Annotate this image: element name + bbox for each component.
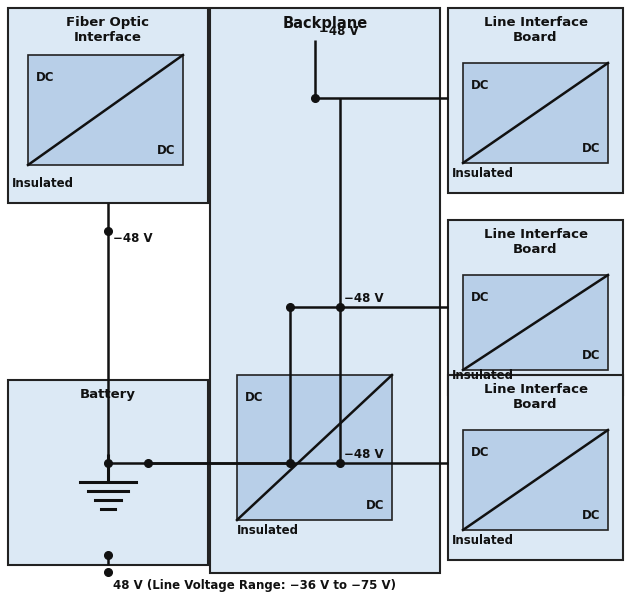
Text: Insulated: Insulated xyxy=(452,167,514,180)
Bar xyxy=(463,275,608,370)
Text: Insulated: Insulated xyxy=(452,534,514,547)
Text: Insulated: Insulated xyxy=(237,524,299,537)
Text: Insulated: Insulated xyxy=(12,177,74,190)
Text: Line Interface
Board: Line Interface Board xyxy=(484,228,587,256)
Text: DC: DC xyxy=(471,446,489,459)
Text: −48 V: −48 V xyxy=(113,232,153,245)
Bar xyxy=(448,220,623,395)
Text: −48 V: −48 V xyxy=(319,25,359,38)
Text: 48 V (Line Voltage Range: −36 V to −75 V): 48 V (Line Voltage Range: −36 V to −75 V… xyxy=(113,579,396,592)
Text: DC: DC xyxy=(471,79,489,92)
Bar xyxy=(448,8,623,193)
Text: Insulated: Insulated xyxy=(452,369,514,382)
Bar xyxy=(237,375,392,520)
Text: DC: DC xyxy=(471,291,489,304)
Bar xyxy=(463,430,608,530)
Bar xyxy=(28,55,183,165)
Bar xyxy=(448,375,623,560)
Bar xyxy=(8,380,208,565)
Text: Line Interface
Board: Line Interface Board xyxy=(484,16,587,44)
Text: DC: DC xyxy=(581,142,600,155)
Text: Fiber Optic
Interface: Fiber Optic Interface xyxy=(67,16,150,44)
Text: Battery: Battery xyxy=(80,388,136,401)
Text: DC: DC xyxy=(365,499,384,512)
Bar xyxy=(463,63,608,163)
Text: −48 V: −48 V xyxy=(344,448,384,461)
Text: DC: DC xyxy=(36,71,55,84)
Text: Backplane: Backplane xyxy=(282,16,367,31)
Text: DC: DC xyxy=(157,144,175,157)
Text: Line Interface
Board: Line Interface Board xyxy=(484,383,587,411)
Text: −48 V: −48 V xyxy=(344,292,384,305)
Bar xyxy=(8,8,208,203)
Text: DC: DC xyxy=(581,509,600,522)
Text: DC: DC xyxy=(581,349,600,362)
Bar xyxy=(210,8,440,573)
Text: DC: DC xyxy=(245,391,264,404)
